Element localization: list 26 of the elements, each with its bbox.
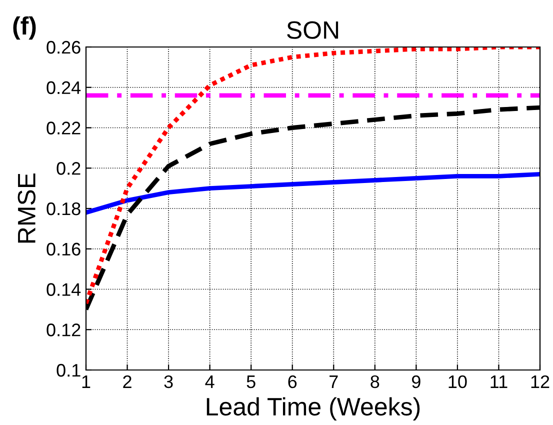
line-series: [86, 172, 540, 215]
x-tick-label: 11: [490, 376, 508, 388]
x-tick-label: 2: [123, 375, 132, 388]
x-tick-label: 12: [531, 375, 550, 388]
y-tick-label: 0.16: [46, 242, 80, 256]
x-tick-label: 4: [205, 376, 214, 388]
y-tick-label: 0.12: [46, 324, 80, 336]
x-tick-label: 5: [246, 376, 256, 388]
y-tick-label: 0.24: [46, 81, 81, 94]
x-tick-label: 6: [288, 375, 297, 388]
x-tick-label: 3: [164, 375, 173, 388]
text: (f): [13, 16, 36, 40]
y-tick-label: 0.14: [46, 283, 81, 296]
x-tick-label: 8: [370, 375, 380, 388]
y-tick-label: 0.2: [56, 162, 80, 175]
y-tick-label: 0.18: [46, 202, 80, 216]
chart-title: SON: [287, 21, 338, 39]
x-tick-label: 10: [448, 375, 467, 388]
x-tick-label: 1: [82, 376, 90, 388]
y-tick-label: 0.26: [46, 40, 80, 54]
x-tick-label: 9: [412, 375, 420, 388]
y-tick-label: 0.1: [56, 364, 80, 377]
y-axis-title: RMSE: [18, 173, 36, 243]
y-tick-label: 0.22: [46, 122, 80, 134]
x-tick-label: 7: [330, 376, 338, 388]
x-axis-title: Lead Time (Weeks): [206, 397, 420, 421]
